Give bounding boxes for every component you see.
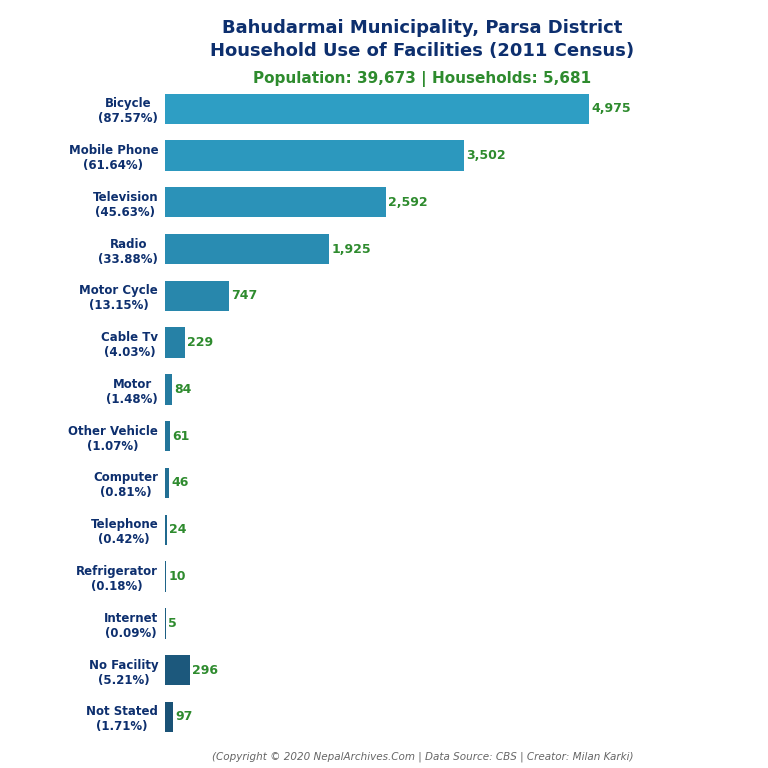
Text: 97: 97: [176, 710, 193, 723]
Text: 747: 747: [231, 290, 257, 303]
Bar: [165, 94, 589, 124]
Bar: [165, 280, 229, 311]
Text: 5: 5: [167, 617, 177, 630]
Bar: [165, 561, 166, 592]
Text: 2,592: 2,592: [389, 196, 428, 209]
Text: 24: 24: [169, 523, 187, 536]
Text: 1,925: 1,925: [331, 243, 371, 256]
Bar: [165, 327, 184, 358]
Bar: [165, 515, 167, 545]
Text: 229: 229: [187, 336, 213, 349]
Bar: [165, 233, 329, 264]
Text: 84: 84: [174, 383, 192, 396]
Text: 46: 46: [171, 476, 189, 489]
Text: 4,975: 4,975: [591, 102, 631, 115]
Bar: [165, 702, 174, 732]
Text: Bahudarmai Municipality, Parsa District: Bahudarmai Municipality, Parsa District: [222, 19, 623, 37]
Text: 10: 10: [168, 570, 186, 583]
Text: Population: 39,673 | Households: 5,681: Population: 39,673 | Households: 5,681: [253, 71, 591, 87]
Bar: [165, 187, 386, 217]
Text: (Copyright © 2020 NepalArchives.Com | Data Source: CBS | Creator: Milan Karki): (Copyright © 2020 NepalArchives.Com | Da…: [212, 751, 633, 762]
Bar: [165, 468, 169, 498]
Text: 61: 61: [173, 429, 190, 442]
Bar: [165, 421, 170, 452]
Bar: [165, 655, 190, 685]
Bar: [165, 374, 172, 405]
Text: 3,502: 3,502: [466, 149, 505, 162]
Text: 296: 296: [193, 664, 218, 677]
Bar: [165, 141, 464, 170]
Text: Household Use of Facilities (2011 Census): Household Use of Facilities (2011 Census…: [210, 42, 634, 60]
